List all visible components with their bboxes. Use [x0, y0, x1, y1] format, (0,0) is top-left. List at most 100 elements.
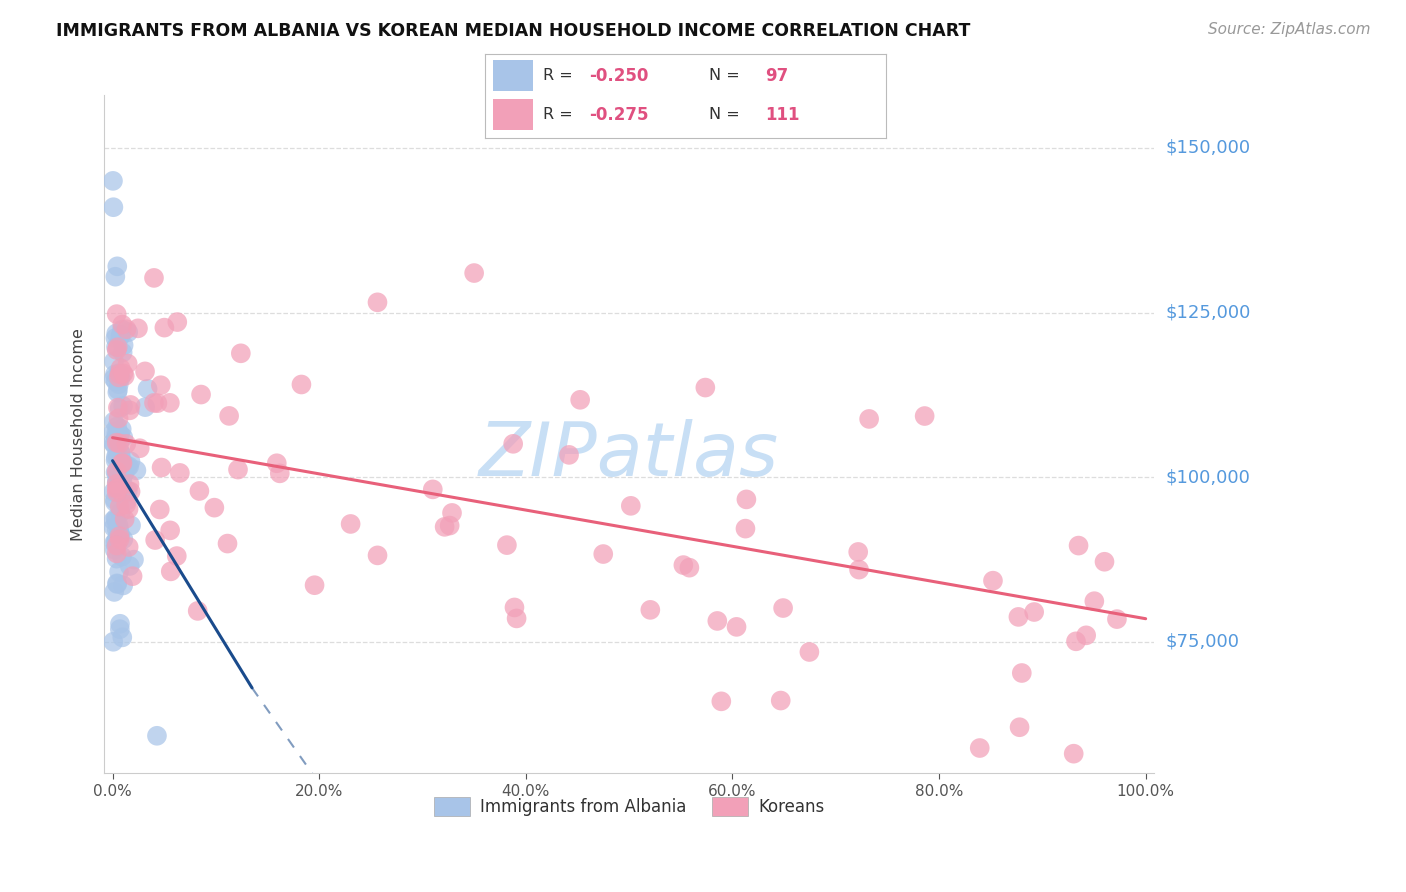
Text: N =: N =	[710, 107, 745, 122]
Point	[105, 539, 128, 553]
Point	[117, 357, 139, 371]
Point	[799, 645, 821, 659]
Point	[118, 540, 141, 554]
Point	[339, 516, 361, 531]
Point	[1083, 594, 1105, 608]
Point	[112, 338, 135, 352]
Point	[710, 694, 733, 708]
Point	[103, 484, 125, 499]
Point	[105, 532, 128, 546]
Text: 97: 97	[765, 67, 789, 85]
Point	[111, 485, 134, 500]
Point	[110, 446, 132, 460]
Point	[108, 436, 131, 450]
Legend: Immigrants from Albania, Koreans: Immigrants from Albania, Koreans	[427, 790, 831, 822]
Point	[101, 174, 124, 188]
Y-axis label: Median Household Income: Median Household Income	[72, 328, 86, 541]
Point	[188, 483, 211, 498]
Point	[103, 536, 125, 550]
Point	[107, 518, 129, 533]
Point	[110, 446, 132, 460]
Text: $150,000: $150,000	[1166, 139, 1250, 157]
Point	[105, 435, 128, 450]
Point	[290, 377, 312, 392]
Text: 111: 111	[765, 105, 800, 123]
Point	[115, 493, 138, 508]
Point	[121, 569, 143, 583]
Point	[108, 430, 131, 444]
Point	[105, 385, 128, 400]
Point	[108, 622, 131, 636]
Point	[107, 370, 129, 384]
Point	[496, 538, 519, 552]
Point	[439, 518, 461, 533]
Point	[187, 604, 209, 618]
Point	[166, 315, 188, 329]
Point	[114, 512, 136, 526]
Point	[108, 616, 131, 631]
Point	[149, 378, 172, 392]
Point	[105, 513, 128, 527]
Point	[115, 437, 138, 451]
Point	[111, 456, 134, 470]
Point	[107, 451, 129, 466]
Point	[1064, 634, 1087, 648]
Point	[136, 382, 159, 396]
Point	[103, 200, 125, 214]
Point	[433, 520, 456, 534]
Point	[169, 466, 191, 480]
Point	[104, 450, 127, 464]
Text: N =: N =	[710, 68, 745, 83]
Point	[105, 546, 128, 560]
Text: $100,000: $100,000	[1166, 468, 1250, 486]
Point	[103, 354, 125, 368]
Point	[678, 560, 700, 574]
Point	[706, 614, 728, 628]
Point	[104, 465, 127, 479]
Point	[969, 741, 991, 756]
Point	[111, 474, 134, 488]
Point	[558, 448, 581, 462]
Point	[422, 483, 444, 497]
Point	[110, 451, 132, 466]
Point	[104, 331, 127, 345]
Point	[218, 409, 240, 423]
Point	[125, 463, 148, 477]
Point	[115, 322, 138, 336]
Point	[128, 442, 150, 456]
Point	[103, 520, 125, 534]
Point	[1067, 539, 1090, 553]
Point	[103, 437, 125, 451]
Point	[103, 415, 125, 429]
Point	[107, 340, 129, 354]
Point	[105, 343, 128, 357]
Point	[440, 506, 463, 520]
Point	[505, 611, 527, 625]
Text: R =: R =	[543, 107, 578, 122]
Point	[104, 492, 127, 507]
Point	[127, 321, 149, 335]
Point	[848, 563, 870, 577]
Point	[117, 502, 139, 516]
Point	[108, 401, 131, 416]
Point	[858, 412, 880, 426]
Point	[735, 492, 758, 507]
Point	[159, 565, 181, 579]
Point	[1007, 610, 1029, 624]
Point	[114, 463, 136, 477]
Point	[114, 369, 136, 384]
Point	[502, 437, 524, 451]
Point	[117, 325, 139, 339]
Point	[107, 430, 129, 444]
Point	[108, 565, 131, 579]
Point	[672, 558, 695, 573]
Point	[146, 396, 169, 410]
Point	[111, 488, 134, 502]
Text: -0.250: -0.250	[589, 67, 648, 85]
Point	[105, 464, 128, 478]
Point	[105, 576, 128, 591]
Point	[105, 551, 128, 566]
Point	[105, 260, 128, 274]
Point	[114, 467, 136, 481]
Point	[104, 511, 127, 525]
